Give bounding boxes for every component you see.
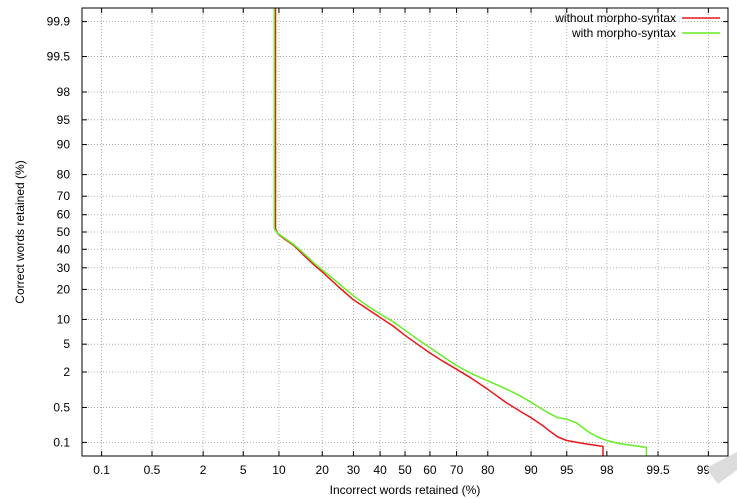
y-axis-title: Correct words retained (%) <box>13 160 27 303</box>
y-tick-label: 5 <box>63 337 70 351</box>
x-tick-label: 90 <box>524 463 538 477</box>
y-tick-label: 30 <box>57 261 71 275</box>
x-tick-label: 60 <box>423 463 437 477</box>
y-tick-label: 95 <box>57 113 71 127</box>
x-tick-label: 40 <box>373 463 387 477</box>
grid-lines <box>82 8 728 456</box>
x-tick-label: 99.5 <box>646 463 670 477</box>
x-tick-label: 20 <box>316 463 330 477</box>
y-tick-label: 98 <box>57 85 71 99</box>
x-tick-label: 0.1 <box>93 463 110 477</box>
y-tick-label: 99.5 <box>47 50 71 64</box>
x-tick-label: 50 <box>398 463 412 477</box>
x-tick-label: 10 <box>272 463 286 477</box>
legend-label-without-morpho-syntax: without morpho-syntax <box>554 11 676 25</box>
series-line-with-morpho-syntax <box>273 8 648 456</box>
y-tick-label: 80 <box>57 168 71 182</box>
series-lines <box>273 8 648 456</box>
y-tick-label: 20 <box>57 282 71 296</box>
x-tick-label: 80 <box>481 463 495 477</box>
y-tick-label: 0.5 <box>53 400 70 414</box>
legend: without morpho-syntax with morpho-syntax <box>554 11 720 40</box>
x-axis-title: Incorrect words retained (%) <box>330 483 481 497</box>
y-tick-label: 60 <box>57 208 71 222</box>
series-line-without-morpho-syntax <box>274 8 604 456</box>
x-tick-label: 0.5 <box>144 463 161 477</box>
y-tick-label: 90 <box>57 138 71 152</box>
x-tick-label: 98 <box>600 463 614 477</box>
x-tick-label: 30 <box>347 463 361 477</box>
y-tick-label: 70 <box>57 189 71 203</box>
y-tick-label: 10 <box>57 312 71 326</box>
x-tick-label: 95 <box>560 463 574 477</box>
y-tick-label: 99.9 <box>47 15 71 29</box>
plot-frame <box>81 7 729 457</box>
y-tick-label: 40 <box>57 242 71 256</box>
y-tick-label: 50 <box>57 225 71 239</box>
x-tick-label: 5 <box>240 463 247 477</box>
y-tick-labels: 0.1 0.5 2 5 10 20 30 40 50 60 70 80 90 95 98 99.5 99.9 <box>47 15 71 450</box>
corner-decoration <box>706 452 737 484</box>
y-tick-label: 2 <box>63 365 70 379</box>
legend-label-with-morpho-syntax: with morpho-syntax <box>571 26 676 40</box>
x-tick-label: 70 <box>450 463 464 477</box>
y-tick-label: 0.1 <box>53 435 70 449</box>
axis-ticks <box>82 8 728 456</box>
x-tick-label: 2 <box>200 463 207 477</box>
